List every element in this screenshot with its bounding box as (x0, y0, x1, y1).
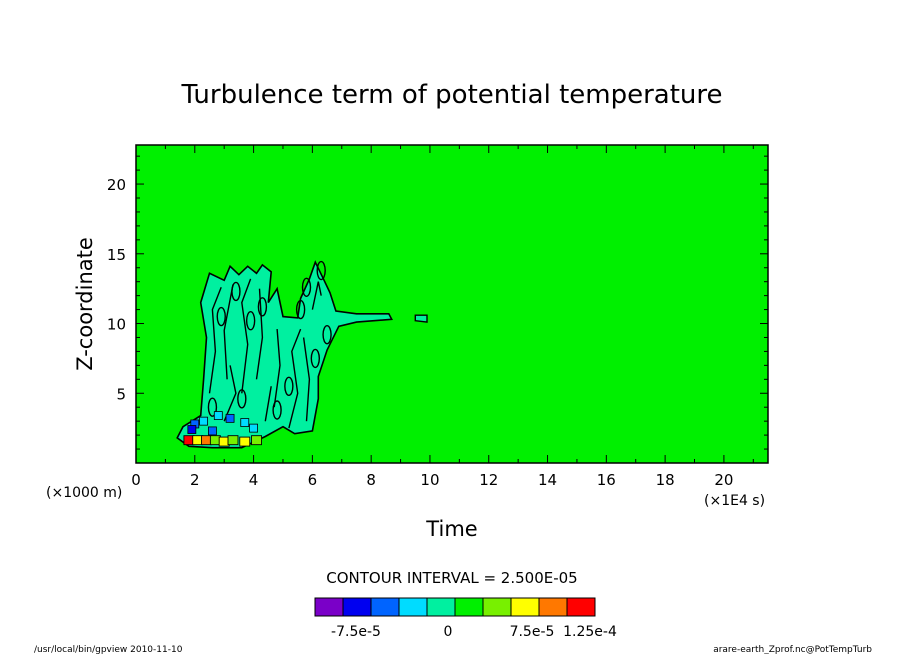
contour-line (241, 278, 252, 394)
colorbar-swatch (454, 597, 484, 617)
contour-loop (237, 389, 247, 409)
colorbar-labels: -7.5e-5 0 7.5e-5 1.25e-4 (331, 624, 617, 640)
y-axis-label: Z-coordinate (73, 237, 97, 371)
contour-loop (272, 400, 282, 420)
footer-right: arare-earth_Zprof.nc@PotTempTurb (713, 645, 872, 654)
contour-interval-label: CONTOUR INTERVAL = 2.500E-05 (326, 569, 577, 587)
y-unit-label: (×1000 m) (46, 485, 122, 501)
y-tick-label: 10 (107, 316, 126, 334)
colorbar-swatch (426, 597, 456, 617)
x-tick-label: 16 (597, 471, 616, 489)
colorbar-label: 1.25e-4 (563, 624, 617, 640)
x-tick-label: 12 (479, 471, 498, 489)
colorbar (314, 597, 596, 617)
colorbar-swatch (370, 597, 400, 617)
x-tick-label: 2 (190, 471, 200, 489)
contour-cell-positive (239, 436, 251, 447)
contour-loop (301, 277, 312, 297)
contour-loop (231, 281, 241, 302)
contour-loop (284, 376, 294, 396)
y-ticks: 5 10 15 20 (107, 155, 768, 450)
contour-line (311, 281, 322, 310)
contour-cell-negative (187, 425, 197, 434)
contour-line (288, 328, 302, 429)
x-ticks: 0 2 4 6 8 10 12 14 16 18 20 (131, 145, 754, 489)
contour-line (264, 386, 272, 422)
colorbar-label: 7.5e-5 (510, 624, 555, 640)
x-unit-label: (×1E4 s) (704, 493, 765, 509)
contour-cell-negative (208, 426, 217, 436)
contour-line (273, 329, 281, 408)
x-tick-label: 6 (308, 471, 318, 489)
contour-loop (316, 260, 326, 281)
colorbar-swatch (314, 597, 344, 617)
contour-line (208, 287, 222, 394)
plot-area: 0 2 4 6 8 10 12 14 16 18 20 5 10 15 20 (107, 144, 769, 489)
contour-line (255, 288, 264, 380)
colorbar-swatch (342, 597, 372, 617)
contour-features (176, 260, 428, 449)
plot-frame (135, 144, 769, 464)
y-tick-label: 5 (116, 385, 126, 403)
contour-region-small (414, 314, 428, 323)
colorbar-swatch (398, 597, 428, 617)
contour-loop (310, 348, 321, 369)
footer-left: /usr/local/bin/gpview 2010-11-10 (34, 645, 183, 654)
contour-loop (245, 311, 256, 331)
contour-cell-negative (213, 411, 223, 420)
contour-line (223, 365, 237, 422)
x-tick-label: 4 (249, 471, 259, 489)
contour-cell-negative (225, 413, 235, 423)
x-tick-label: 0 (131, 471, 141, 489)
x-tick-label: 18 (656, 471, 675, 489)
contour-cell-positive (227, 435, 239, 446)
y-tick-label: 15 (107, 246, 126, 264)
x-tick-label: 8 (366, 471, 376, 489)
x-tick-label: 10 (420, 471, 439, 489)
contour-loop (322, 324, 332, 345)
colorbar-swatch (510, 597, 540, 617)
chart-title: Turbulence term of potential temperature (180, 80, 722, 110)
contour-loop (216, 306, 226, 327)
contour-loop (207, 397, 218, 417)
contour-cell-negative (199, 416, 209, 426)
colorbar-swatch (538, 597, 568, 617)
x-tick-label: 14 (538, 471, 557, 489)
x-axis-label: Time (425, 517, 477, 541)
contour-region-light-negative (176, 260, 393, 449)
contour-cell-negative (249, 423, 258, 433)
y-tick-label: 20 (107, 176, 126, 194)
colorbar-swatch (482, 597, 512, 617)
contour-line (302, 337, 311, 422)
x-tick-label: 20 (714, 471, 733, 489)
contour-cell-negative (240, 418, 250, 427)
contour-line (223, 284, 234, 380)
contour-loop (257, 297, 268, 317)
colorbar-swatch (566, 597, 596, 617)
contour-cell-positive (251, 435, 262, 446)
contour-loop (295, 299, 306, 320)
colorbar-label: 0 (444, 624, 453, 640)
colorbar-label: -7.5e-5 (331, 624, 381, 640)
